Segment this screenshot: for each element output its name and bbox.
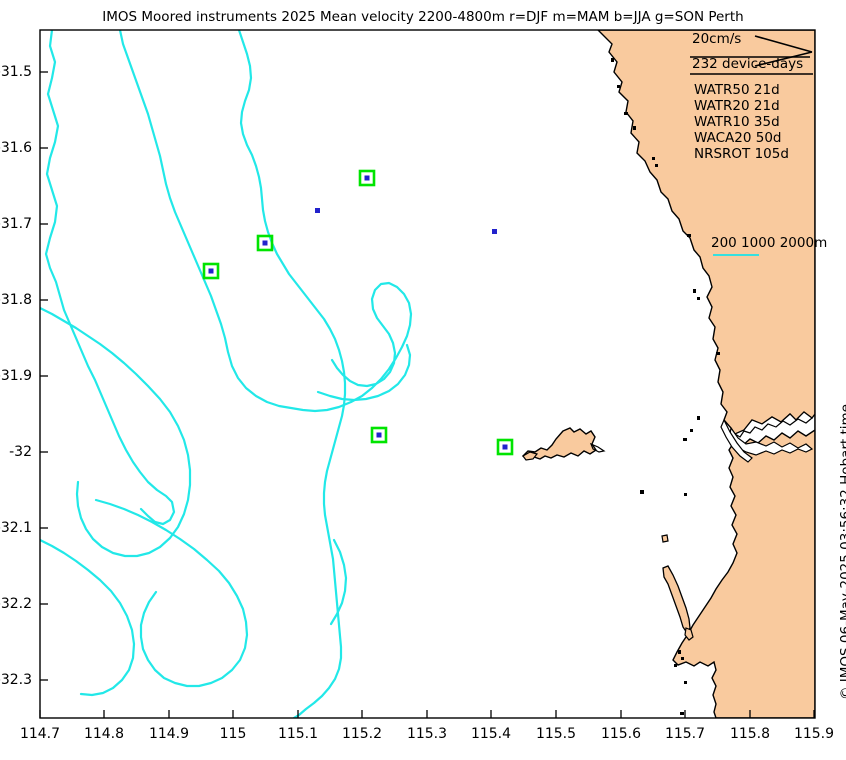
- swan-river-estuary: [733, 411, 813, 438]
- contour-east-fragment: [329, 538, 348, 626]
- xtick-label-11: 115.8: [729, 726, 771, 742]
- mooring-markers-plain: [315, 208, 497, 234]
- xtick-label-3: 115: [219, 726, 247, 742]
- xtick-label-10: 115.7: [664, 726, 706, 742]
- velocity-scale-label: 20cm/s: [692, 31, 742, 47]
- xtick-label-8: 115.5: [535, 726, 577, 742]
- xtick-label-4: 115.1: [277, 726, 319, 742]
- station-label-watr50: WATR50 21d: [694, 82, 780, 98]
- contour-central-basin: [94, 498, 249, 688]
- river-channel-lower: [720, 418, 753, 463]
- contour-200m: [237, 30, 347, 718]
- ytick-label-8: -32.3: [0, 672, 32, 688]
- xtick-label-0: 114.7: [19, 726, 61, 742]
- offshore-rocks: [611, 58, 720, 715]
- carnac-island: [661, 534, 669, 543]
- mooring-marker-nrsrot[interactable]: [496, 438, 514, 456]
- mooring-dot-1[interactable]: [315, 208, 320, 213]
- garden-island-south-tip: [684, 627, 694, 641]
- bathymetry-contours: [40, 30, 413, 718]
- ytick-label-0: -31.5: [0, 64, 32, 80]
- y-axis-ticks: [40, 71, 48, 681]
- xtick-label-12: 115.9: [793, 726, 835, 742]
- mooring-marker-watr20[interactable]: [256, 234, 274, 252]
- ytick-label-6: -32.1: [0, 520, 32, 536]
- contour-lower-left: [40, 538, 136, 697]
- page-title: IMOS Moored instruments 2025 Mean veloci…: [102, 9, 744, 25]
- contour-upper-right-branch: [316, 343, 412, 402]
- xtick-label-9: 115.6: [600, 726, 642, 742]
- x-axis-ticks: [39, 710, 815, 718]
- depth-legend-label: 200 1000 2000m: [711, 235, 828, 251]
- ytick-label-3: -31.8: [0, 292, 32, 308]
- ytick-label-2: -31.7: [0, 216, 32, 232]
- xtick-label-2: 114.9: [148, 726, 190, 742]
- station-label-watr20: WATR20 21d: [694, 98, 780, 114]
- mooring-marker-watr50[interactable]: [358, 169, 376, 187]
- xtick-label-7: 115.4: [470, 726, 512, 742]
- mooring-marker-waca20[interactable]: [370, 426, 388, 444]
- station-label-nrsrot: NRSROT 105d: [694, 146, 789, 162]
- station-label-watr10: WATR10 35d: [694, 114, 780, 130]
- map-layers: [40, 30, 815, 718]
- copyright-label: © IMOS 06-May-2025 03:56:32 Hobart time: [838, 404, 846, 700]
- ytick-label-1: -31.6: [0, 140, 32, 156]
- mooring-marker-watr10[interactable]: [202, 262, 220, 280]
- mooring-dot-2[interactable]: [492, 229, 497, 234]
- rottnest-island-spit: [522, 451, 539, 461]
- ytick-label-4: -31.9: [0, 368, 32, 384]
- rottnest-island-reef-tail: [589, 442, 606, 453]
- ytick-label-5: -32: [9, 444, 32, 460]
- station-label-waca20: WACA20 50d: [694, 130, 782, 146]
- device-days-label: 232 device-days: [692, 56, 804, 72]
- rottnest-island: [521, 427, 597, 460]
- xtick-label-5: 115.2: [341, 726, 383, 742]
- depth-legend-rule: [713, 254, 759, 256]
- contour-deep-lobe-west: [40, 306, 192, 558]
- velocity-scale-arrow: [690, 35, 813, 67]
- xtick-label-6: 115.3: [406, 726, 448, 742]
- mooring-markers-boxed: [202, 169, 514, 456]
- contour-2000m: [44, 30, 176, 526]
- ytick-label-7: -32.2: [0, 596, 32, 612]
- mainland-landmass: [597, 30, 815, 718]
- xtick-label-1: 114.8: [83, 726, 125, 742]
- river-channel-upper: [728, 426, 814, 456]
- contour-1000m: [118, 30, 413, 413]
